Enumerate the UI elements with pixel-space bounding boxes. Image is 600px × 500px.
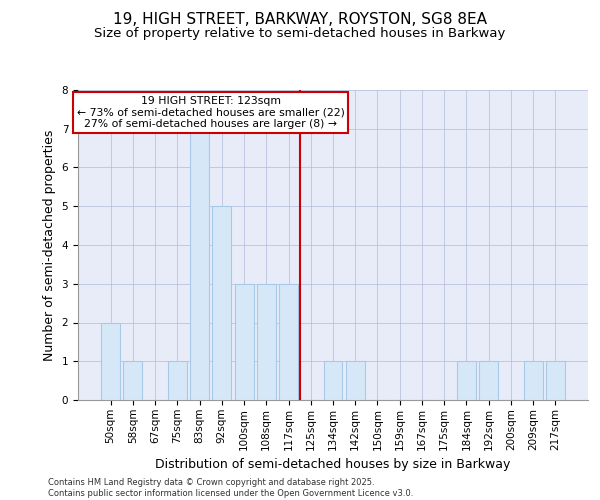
X-axis label: Distribution of semi-detached houses by size in Barkway: Distribution of semi-detached houses by … bbox=[155, 458, 511, 471]
Text: 19, HIGH STREET, BARKWAY, ROYSTON, SG8 8EA: 19, HIGH STREET, BARKWAY, ROYSTON, SG8 8… bbox=[113, 12, 487, 28]
Bar bbox=[168, 361, 187, 400]
Bar bbox=[124, 361, 142, 400]
Bar bbox=[190, 128, 209, 400]
Bar bbox=[257, 284, 276, 400]
Bar bbox=[479, 361, 498, 400]
Bar bbox=[457, 361, 476, 400]
Y-axis label: Number of semi-detached properties: Number of semi-detached properties bbox=[43, 130, 56, 360]
Bar bbox=[279, 284, 298, 400]
Bar bbox=[101, 322, 120, 400]
Text: 19 HIGH STREET: 123sqm
← 73% of semi-detached houses are smaller (22)
27% of sem: 19 HIGH STREET: 123sqm ← 73% of semi-det… bbox=[77, 96, 344, 129]
Bar bbox=[235, 284, 254, 400]
Text: Size of property relative to semi-detached houses in Barkway: Size of property relative to semi-detach… bbox=[94, 28, 506, 40]
Bar bbox=[346, 361, 365, 400]
Bar bbox=[546, 361, 565, 400]
Bar bbox=[212, 206, 231, 400]
Bar bbox=[524, 361, 542, 400]
Bar bbox=[323, 361, 343, 400]
Text: Contains HM Land Registry data © Crown copyright and database right 2025.
Contai: Contains HM Land Registry data © Crown c… bbox=[48, 478, 413, 498]
